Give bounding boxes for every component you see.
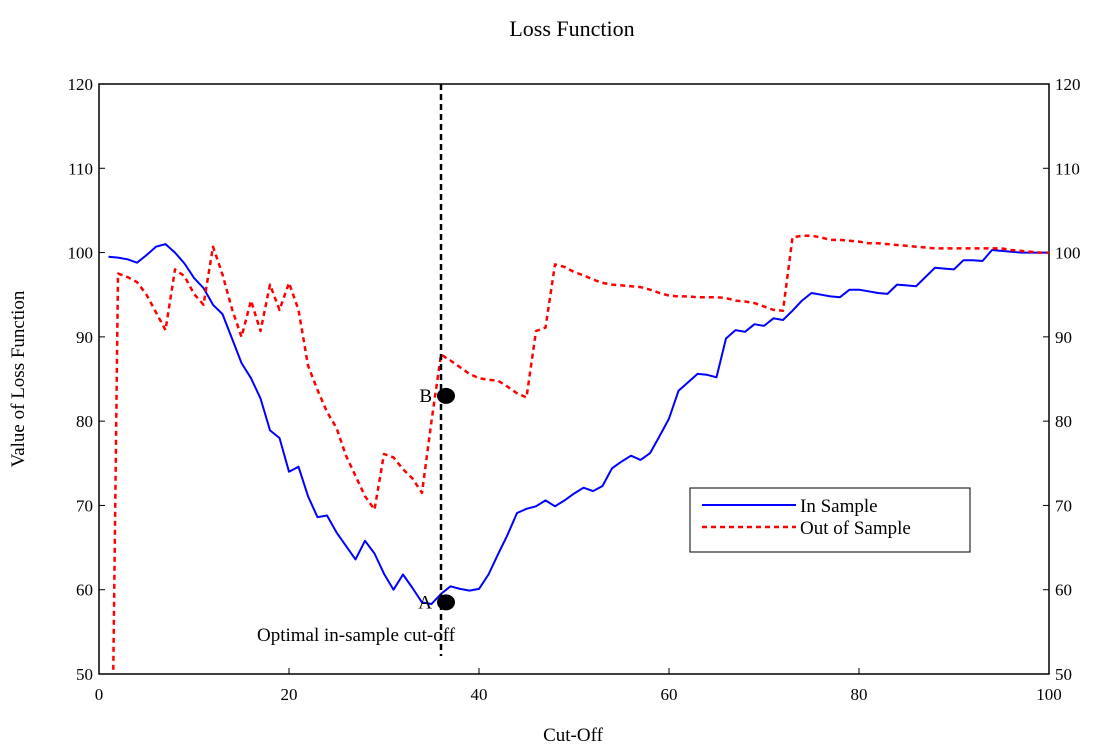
- x-axis: 0 20 40 60 80 100: [95, 668, 1062, 704]
- x-tick-label: 80: [851, 685, 868, 704]
- y-tick-label-left: 60: [76, 581, 93, 600]
- marker-b: [437, 387, 455, 404]
- legend-label-in-sample: In Sample: [800, 496, 878, 517]
- x-tick-label: 40: [471, 685, 488, 704]
- y-tick-label-right: 60: [1055, 581, 1072, 600]
- x-tick-label: 20: [281, 685, 298, 704]
- y-tick-label-left: 70: [76, 496, 93, 515]
- y-tick-label-right: 50: [1055, 665, 1072, 684]
- y-tick-label-left: 80: [76, 412, 93, 431]
- x-tick-label: 60: [661, 685, 678, 704]
- plot-area-frame: [98, 83, 1050, 675]
- y-axis-label: Value of Loss Function: [8, 290, 29, 467]
- cutoff-label: Optimal in-sample cut-off: [257, 625, 456, 646]
- y-tick-label-right: 120: [1055, 75, 1081, 94]
- legend-label-out-of-sample: Out of Sample: [800, 518, 911, 539]
- y-tick-label-right: 90: [1055, 328, 1072, 347]
- y-tick-label-left: 100: [68, 244, 94, 263]
- y-axis-left: 50 60 70 80 90 100 110 120: [68, 75, 105, 684]
- marker-label-b: B: [419, 386, 432, 407]
- series-line-in-sample: [108, 243, 1049, 605]
- x-axis-label: Cut-Off: [543, 725, 603, 746]
- marker-a: [437, 594, 455, 611]
- series-layer: [108, 234, 1049, 670]
- y-tick-label-right: 100: [1055, 244, 1081, 263]
- legend-box: [689, 487, 971, 553]
- marker-label-a: A: [418, 592, 432, 613]
- x-tick-label: 100: [1036, 685, 1062, 704]
- chart-title: Loss Function: [509, 16, 634, 41]
- series-line-out-of-sample: [112, 234, 1049, 670]
- annotation-markers: AB: [418, 386, 455, 613]
- y-axis-right: 50 60 70 80 90 100 110 120: [1043, 75, 1081, 684]
- y-tick-label-right: 110: [1055, 159, 1080, 178]
- y-tick-label-left: 110: [68, 159, 93, 178]
- y-tick-label-left: 120: [68, 75, 94, 94]
- x-tick-label: 0: [95, 685, 104, 704]
- y-tick-label-right: 80: [1055, 412, 1072, 431]
- legend: In Sample Out of Sample: [689, 487, 971, 553]
- y-tick-label-left: 90: [76, 328, 93, 347]
- y-tick-label-left: 50: [76, 665, 93, 684]
- y-tick-label-right: 70: [1055, 496, 1072, 515]
